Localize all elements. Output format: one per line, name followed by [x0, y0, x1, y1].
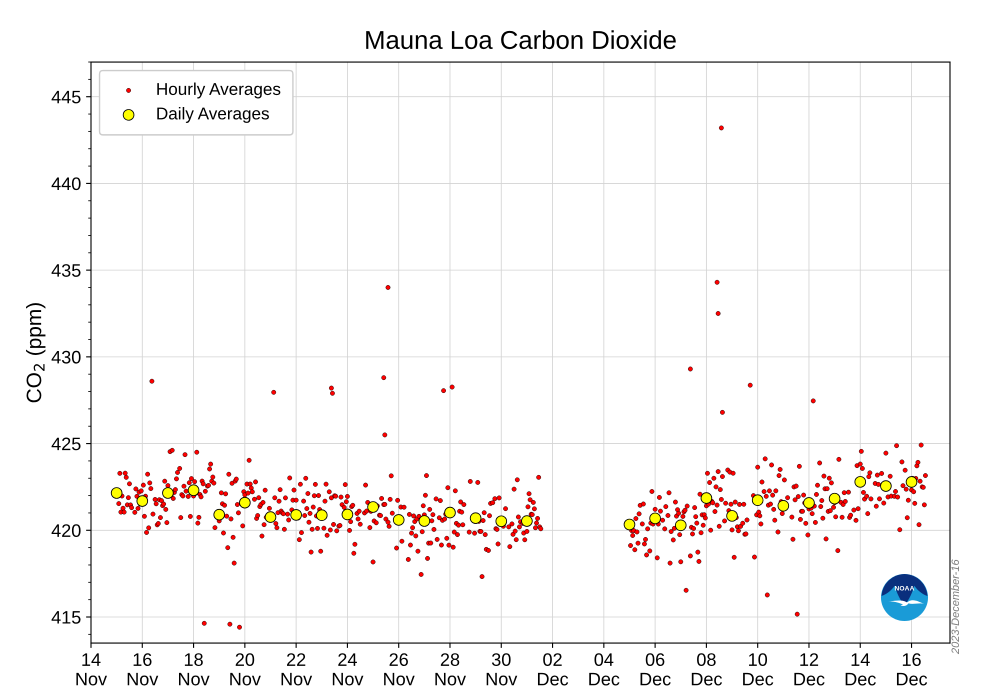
- svg-text:NOAA: NOAA: [894, 586, 914, 593]
